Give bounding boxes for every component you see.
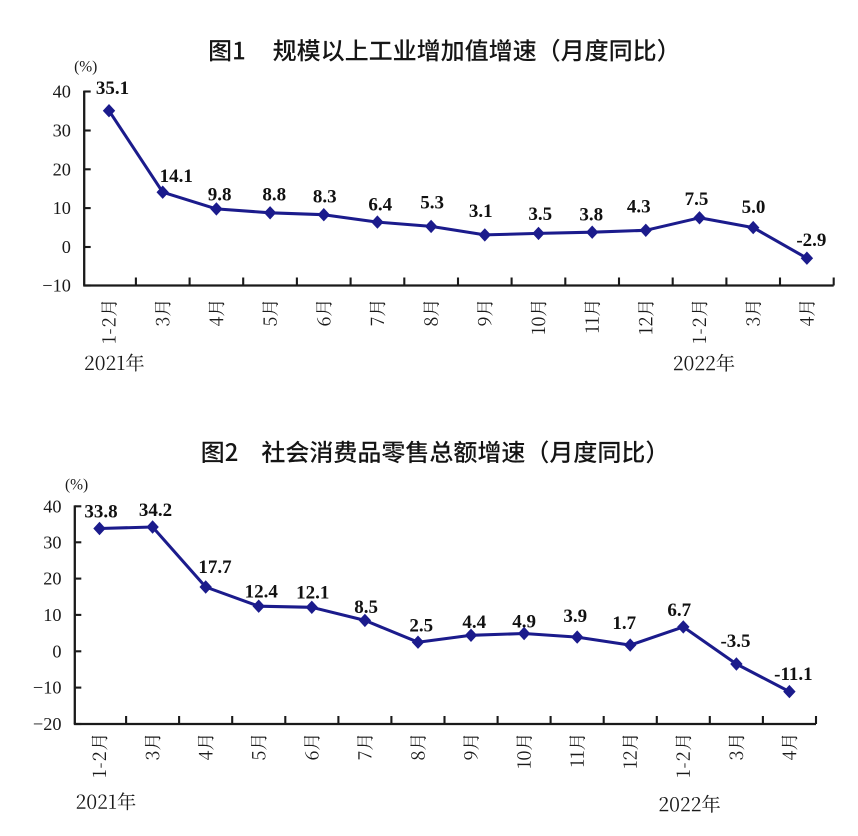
svg-text:20: 20 <box>53 159 71 179</box>
svg-text:5.0: 5.0 <box>742 197 766 218</box>
svg-text:6.7: 6.7 <box>667 600 691 621</box>
svg-text:0: 0 <box>62 237 71 257</box>
svg-text:10: 10 <box>43 605 61 625</box>
svg-text:−10: −10 <box>33 678 62 698</box>
svg-text:40: 40 <box>43 496 61 516</box>
svg-text:3.9: 3.9 <box>563 606 587 627</box>
svg-text:17.7: 17.7 <box>198 557 232 578</box>
svg-text:40: 40 <box>53 82 71 102</box>
svg-text:5.3: 5.3 <box>420 193 444 214</box>
svg-text:12.4: 12.4 <box>245 581 279 602</box>
svg-text:14.1: 14.1 <box>160 166 193 187</box>
svg-text:30: 30 <box>53 121 71 141</box>
svg-text:(%): (%) <box>65 477 88 494</box>
svg-text:8.8: 8.8 <box>262 185 286 206</box>
svg-text:1.7: 1.7 <box>612 613 636 634</box>
svg-text:2.5: 2.5 <box>409 615 433 636</box>
svg-text:0: 0 <box>52 641 61 661</box>
svg-text:3.1: 3.1 <box>469 201 493 222</box>
svg-text:12.1: 12.1 <box>296 583 329 604</box>
svg-text:3.8: 3.8 <box>579 204 603 225</box>
svg-text:(%): (%) <box>74 58 97 75</box>
svg-text:35.1: 35.1 <box>96 78 129 99</box>
svg-text:20: 20 <box>43 569 61 589</box>
svg-text:30: 30 <box>43 532 61 552</box>
svg-text:8.5: 8.5 <box>354 597 378 618</box>
svg-text:7.5: 7.5 <box>685 189 709 210</box>
svg-text:-11.1: -11.1 <box>774 664 813 685</box>
svg-text:34.2: 34.2 <box>139 500 172 521</box>
svg-text:33.8: 33.8 <box>84 501 117 522</box>
svg-text:3.5: 3.5 <box>528 204 552 225</box>
svg-text:4.4: 4.4 <box>462 612 486 633</box>
svg-text:6.4: 6.4 <box>368 195 392 216</box>
svg-text:−10: −10 <box>42 276 71 296</box>
svg-text:-3.5: -3.5 <box>720 631 750 652</box>
svg-text:-2.9: -2.9 <box>796 230 826 251</box>
svg-text:8.3: 8.3 <box>313 187 337 208</box>
svg-text:−20: −20 <box>33 714 62 734</box>
svg-text:4.3: 4.3 <box>627 197 651 218</box>
svg-text:10: 10 <box>53 198 71 218</box>
svg-text:4.9: 4.9 <box>512 611 536 632</box>
svg-text:9.8: 9.8 <box>208 184 232 205</box>
